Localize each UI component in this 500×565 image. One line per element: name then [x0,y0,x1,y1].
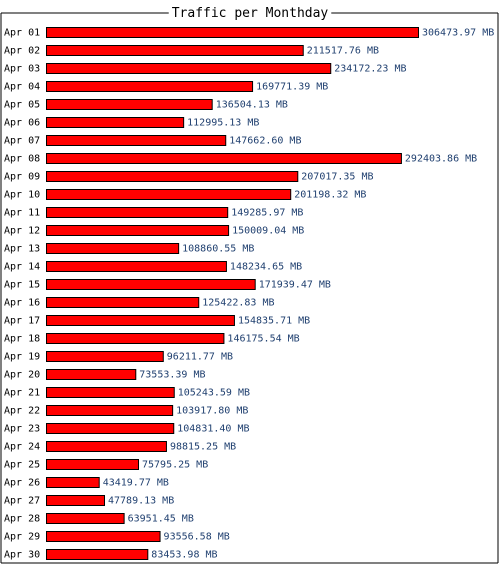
chart-title: Traffic per Monthday [172,6,329,21]
bar [46,351,164,362]
category-label: Apr 16 [4,298,40,309]
category-label: Apr 03 [4,64,40,75]
category-label: Apr 26 [4,478,40,489]
bar [46,441,167,452]
category-label: Apr 29 [4,532,40,543]
bars-group [46,27,419,560]
bar [46,513,125,524]
bar [46,117,185,128]
category-label: Apr 10 [4,190,40,201]
category-label: Apr 14 [4,262,40,273]
category-label: Apr 04 [4,82,40,93]
value-label: 75795.25 MB [142,460,208,471]
bar [46,333,225,344]
value-label: 146175.54 MB [227,334,299,345]
value-label: 201198.32 MB [294,190,366,201]
bar [46,405,174,416]
bar [46,315,235,326]
bar [46,549,149,560]
bar [46,45,304,56]
value-label: 63951.45 MB [128,514,194,525]
value-label: 147662.60 MB [229,136,301,147]
category-label: Apr 24 [4,442,40,453]
value-label: 103917.80 MB [176,406,248,417]
value-label: 306473.97 MB [422,28,494,39]
bar [46,279,256,290]
bar [46,171,299,182]
value-label: 149285.97 MB [231,208,303,219]
category-label: Apr 15 [4,280,40,291]
value-label: 105243.59 MB [178,388,250,399]
bar [46,207,229,218]
category-label: Apr 17 [4,316,40,327]
value-label: 136504.13 MB [216,100,288,111]
bar [46,225,230,236]
bar [46,477,100,488]
labels-group: Traffic per Monthday Apr 01 306473.97 MB Ap… [4,6,494,561]
category-label: Apr 22 [4,406,40,417]
value-label: 211517.76 MB [307,46,379,57]
category-label: Apr 23 [4,424,40,435]
value-label: 104831.40 MB [177,424,249,435]
bar [46,297,200,308]
category-label: Apr 02 [4,46,40,57]
value-label: 150009.04 MB [232,226,304,237]
category-label: Apr 30 [4,550,40,561]
bar [46,243,180,254]
value-label: 108860.55 MB [182,244,254,255]
category-label: Apr 13 [4,244,40,255]
value-label: 148234.65 MB [230,262,302,273]
category-label: Apr 09 [4,172,40,183]
chart-frame-group [0,12,499,564]
value-label: 93556.58 MB [164,532,230,543]
bar [46,459,140,470]
category-label: Apr 12 [4,226,40,237]
bar [46,387,175,398]
value-label: 234172.23 MB [334,64,406,75]
value-label: 96211.77 MB [167,352,233,363]
bar [46,423,175,434]
category-label: Apr 27 [4,496,40,507]
category-label: Apr 18 [4,334,40,345]
bar [46,153,402,164]
bar [46,189,292,200]
bar [46,531,161,542]
bar [46,63,332,74]
bar [46,261,227,272]
bar [46,81,254,92]
value-label: 98815.25 MB [170,442,236,453]
value-label: 73553.39 MB [139,370,205,381]
category-label: Apr 08 [4,154,40,165]
value-label: 125422.83 MB [202,298,274,309]
bar [46,135,227,146]
value-label: 83453.98 MB [151,550,217,561]
bar [46,27,419,38]
category-label: Apr 19 [4,352,40,363]
value-label: 169771.39 MB [256,82,328,93]
value-label: 292403.86 MB [405,154,477,165]
category-label: Apr 21 [4,388,40,399]
category-label: Apr 05 [4,100,40,111]
value-label: 47789.13 MB [108,496,174,507]
bar [46,369,137,380]
value-label: 207017.35 MB [301,172,373,183]
value-label: 112995.13 MB [187,118,259,129]
category-label: Apr 28 [4,514,40,525]
bar [46,495,106,506]
value-label: 43419.77 MB [103,478,169,489]
value-label: 154835.71 MB [238,316,310,327]
category-label: Apr 07 [4,136,40,147]
category-label: Apr 01 [4,28,40,39]
category-label: Apr 06 [4,118,40,129]
category-label: Apr 20 [4,370,40,381]
bar [46,99,213,110]
category-label: Apr 11 [4,208,40,219]
category-label: Apr 25 [4,460,40,471]
value-label: 171939.47 MB [259,280,331,291]
